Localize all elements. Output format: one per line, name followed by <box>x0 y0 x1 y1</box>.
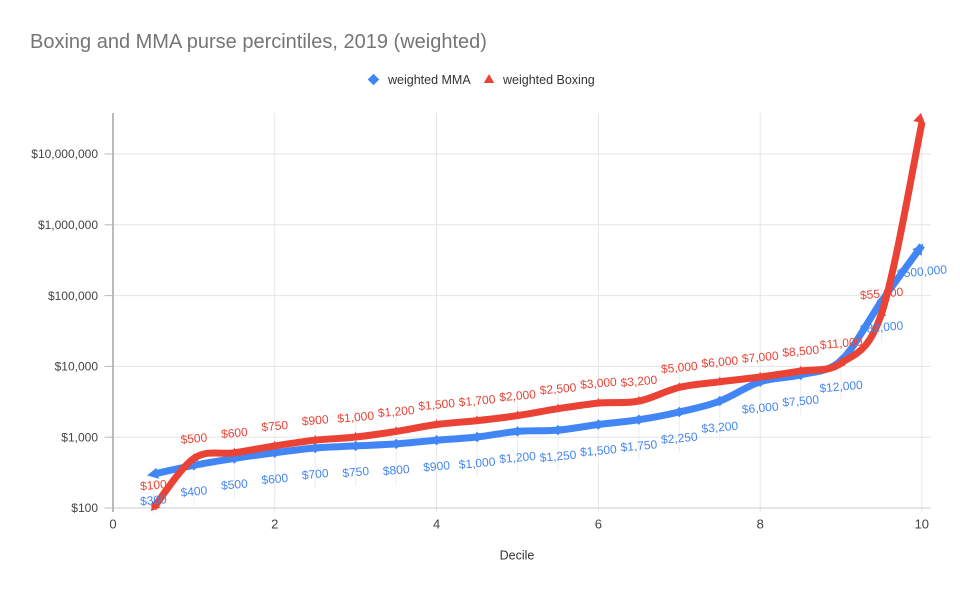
svg-text:$7,000: $7,000 <box>741 349 779 366</box>
svg-text:$900: $900 <box>423 458 451 474</box>
svg-text:$1,000: $1,000 <box>458 455 496 472</box>
svg-text:$600: $600 <box>261 471 289 487</box>
svg-text:weighted MMA: weighted MMA <box>387 73 471 87</box>
svg-text:$12,000: $12,000 <box>819 378 864 396</box>
svg-text:$800: $800 <box>382 462 410 478</box>
svg-text:Decile: Decile <box>500 549 535 563</box>
svg-text:$2,250: $2,250 <box>660 430 698 447</box>
svg-text:$1,200: $1,200 <box>377 403 415 420</box>
svg-text:$8,500: $8,500 <box>782 343 820 360</box>
svg-text:$750: $750 <box>261 418 289 434</box>
svg-text:$100: $100 <box>71 501 98 515</box>
svg-text:$1,700: $1,700 <box>458 392 496 409</box>
svg-text:$1,000: $1,000 <box>61 430 98 444</box>
svg-text:$500,000: $500,000 <box>896 262 947 280</box>
svg-text:$3,200: $3,200 <box>701 419 739 436</box>
svg-text:$1,000: $1,000 <box>337 409 375 426</box>
svg-text:2: 2 <box>271 517 278 532</box>
svg-text:6: 6 <box>595 517 602 532</box>
svg-text:$900: $900 <box>301 412 329 428</box>
svg-text:$600: $600 <box>221 425 249 441</box>
svg-text:$100,000: $100,000 <box>48 289 98 303</box>
svg-text:$400: $400 <box>180 483 208 499</box>
svg-text:$2,500: $2,500 <box>539 380 577 397</box>
svg-text:$300: $300 <box>140 492 168 508</box>
svg-text:$1,750: $1,750 <box>620 437 658 454</box>
svg-text:$700: $700 <box>301 466 329 482</box>
svg-text:8: 8 <box>757 517 764 532</box>
svg-text:$750: $750 <box>342 464 370 480</box>
svg-text:Boxing and MMA purse percintil: Boxing and MMA purse percintiles, 2019 (… <box>30 31 487 53</box>
svg-text:$1,250: $1,250 <box>539 448 577 465</box>
svg-text:$1,000,000: $1,000,000 <box>38 218 98 232</box>
svg-text:$55,000: $55,000 <box>859 285 904 303</box>
svg-text:$2,000: $2,000 <box>499 387 537 404</box>
svg-text:$3,200: $3,200 <box>620 373 658 390</box>
svg-text:$10,000,000: $10,000,000 <box>31 147 98 161</box>
svg-text:$1,500: $1,500 <box>580 442 618 459</box>
svg-text:$11,000: $11,000 <box>819 334 863 352</box>
svg-text:$6,000: $6,000 <box>701 353 739 370</box>
svg-text:0: 0 <box>109 517 116 532</box>
svg-text:$6,000: $6,000 <box>741 399 779 416</box>
svg-text:$1,500: $1,500 <box>418 396 456 413</box>
svg-text:$500: $500 <box>180 430 208 446</box>
svg-text:$100: $100 <box>140 477 168 493</box>
svg-text:$5,000: $5,000 <box>660 359 698 376</box>
svg-text:weighted Boxing: weighted Boxing <box>502 73 595 87</box>
svg-text:10: 10 <box>915 517 929 532</box>
svg-text:$1,200: $1,200 <box>499 449 537 466</box>
svg-text:$82,000: $82,000 <box>859 318 904 336</box>
svg-text:$3,000: $3,000 <box>580 375 618 392</box>
svg-text:4: 4 <box>433 517 440 532</box>
svg-text:$10,000: $10,000 <box>55 360 99 374</box>
svg-text:$7,500: $7,500 <box>782 392 820 409</box>
svg-text:$500: $500 <box>221 476 249 492</box>
